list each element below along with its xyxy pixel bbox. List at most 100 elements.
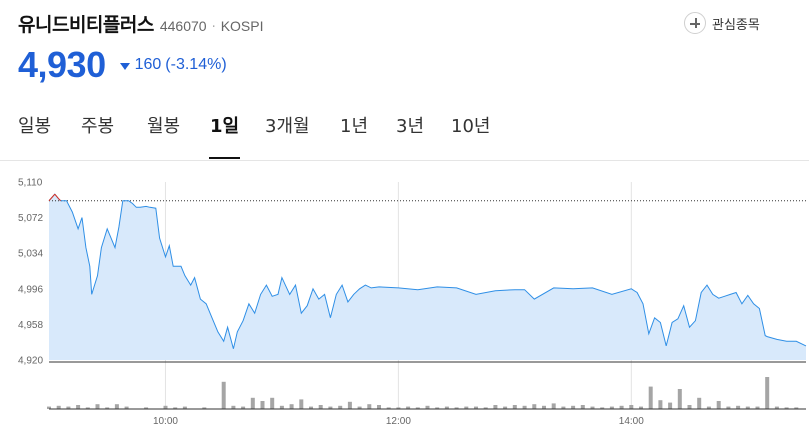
volume-bar	[639, 406, 643, 409]
stock-header: 유니드비티플러스 446070 · KOSPI	[18, 10, 264, 36]
volume-bar	[677, 389, 682, 409]
volume-bar	[173, 407, 178, 409]
volume-bar	[483, 407, 488, 409]
current-price: 4,930	[18, 44, 106, 85]
volume-bar	[66, 406, 71, 409]
tab-weekly[interactable]: 주봉	[81, 116, 115, 137]
volume-bar	[182, 406, 187, 409]
period-tabs: 일봉 주봉 월봉 1일 3개월 1년 3년 10년	[0, 112, 809, 160]
y-tick-label: 5,110	[18, 178, 43, 189]
volume-bar	[493, 405, 498, 409]
tab-daily[interactable]: 일봉	[18, 116, 52, 137]
volume-bar	[697, 397, 702, 409]
volume-bar	[95, 404, 100, 409]
price-line-up-segment	[48, 193, 56, 202]
volume-bar	[571, 405, 576, 409]
volume-bar	[561, 406, 566, 409]
y-tick-label: 4,996	[18, 284, 43, 295]
volume-bar	[241, 406, 246, 409]
volume-bar	[47, 406, 51, 409]
volume-bar	[629, 405, 634, 409]
volume-bar	[415, 407, 420, 409]
y-tick-label: 4,920	[18, 356, 43, 367]
volume-bar	[668, 402, 673, 409]
plus-circle-icon	[684, 12, 706, 34]
price-line	[48, 193, 807, 349]
volume-bar	[270, 397, 275, 409]
tab-1year[interactable]: 1년	[340, 116, 369, 137]
volume-bar	[76, 405, 81, 409]
volume-bar	[474, 406, 478, 409]
tab-10years[interactable]: 10년	[451, 116, 491, 137]
intraday-chart[interactable]: 5,110 5,072 5,034 4,996 4,958 4,920 10:00 12:00…	[0, 170, 809, 435]
y-tick-label: 4,958	[18, 320, 43, 331]
x-tick-label: 14:00	[619, 416, 644, 427]
volume-bar	[425, 405, 430, 409]
volume-bar	[85, 407, 90, 409]
price-change: 160	[134, 56, 162, 73]
volume-bar	[600, 407, 605, 409]
volume-bar	[454, 407, 459, 409]
volume-bar	[367, 404, 372, 409]
volume-bar	[503, 406, 508, 409]
add-watchlist-button[interactable]: 관심종목	[684, 11, 760, 35]
y-tick-label: 5,072	[18, 213, 43, 224]
volume-bar	[221, 381, 226, 409]
volume-bar	[56, 405, 61, 409]
volume-bar	[250, 397, 255, 409]
volume-bar	[279, 405, 284, 409]
volume-bar	[522, 405, 527, 409]
volume-bar	[464, 406, 469, 409]
volume-bar	[435, 407, 440, 409]
volume-bar	[289, 404, 294, 409]
volume-bar	[532, 404, 537, 409]
price-change-rate: (-3.14%)	[165, 56, 227, 73]
volume-bar	[551, 403, 556, 409]
volume-bar	[765, 377, 770, 409]
volume-bar	[687, 405, 692, 409]
volume-bar	[590, 406, 595, 409]
volume-bar	[347, 401, 352, 409]
x-tick-label: 10:00	[153, 416, 178, 427]
tab-monthly[interactable]: 월봉	[147, 116, 181, 137]
volume-bar	[716, 401, 721, 409]
volume-bar	[745, 406, 750, 409]
volume-bar	[396, 407, 401, 409]
volume-bar	[202, 407, 207, 409]
volume-bar	[794, 407, 799, 409]
volume-bar	[309, 406, 313, 409]
volume-bar	[357, 406, 362, 409]
volume-bar	[377, 405, 381, 409]
watchlist-label: 관심종목	[712, 17, 760, 33]
volume-bar	[619, 405, 624, 409]
down-triangle-icon	[119, 62, 130, 70]
tab-3years[interactable]: 3년	[396, 116, 425, 137]
volume-bar	[328, 406, 333, 409]
volume-bar	[386, 407, 391, 409]
volume-bar	[105, 407, 110, 409]
x-tick-label: 12:00	[386, 416, 411, 427]
volume-bar	[755, 406, 760, 409]
volume-bar	[658, 400, 663, 409]
volume-bar	[406, 406, 411, 409]
volume-bar	[114, 404, 119, 409]
volume-bar	[124, 406, 129, 409]
tab-1day[interactable]: 1일	[210, 116, 240, 137]
volume-bar	[774, 406, 779, 409]
separator-dot: ·	[211, 20, 216, 35]
price-row: 4,930 160 (-3.14%)	[18, 44, 227, 86]
volume-bar	[726, 406, 731, 409]
volume-bar	[299, 399, 304, 409]
active-tab-indicator	[209, 157, 240, 159]
y-tick-label: 5,034	[18, 249, 43, 260]
price-line-up-segment	[54, 193, 60, 200]
tab-3months[interactable]: 3개월	[265, 116, 310, 137]
volume-bar	[648, 386, 653, 409]
volume-bar	[512, 405, 517, 409]
volume-bar	[260, 401, 265, 409]
volume-bar	[784, 407, 789, 409]
volume-bar	[609, 406, 614, 409]
volume-bar	[163, 405, 168, 409]
stock-name: 유니드비티플러스	[18, 14, 154, 36]
price-area	[49, 194, 806, 360]
